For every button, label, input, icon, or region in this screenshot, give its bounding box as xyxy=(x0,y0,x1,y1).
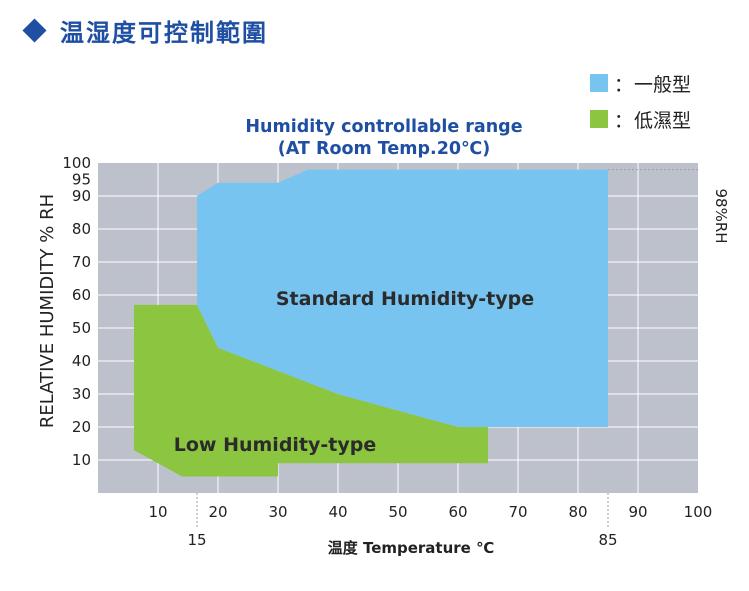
y-tick-label: 60 xyxy=(72,286,91,304)
y-tick-label: 50 xyxy=(72,319,91,337)
y-tick-label: 30 xyxy=(72,385,91,403)
chart-title-line1: Humidity controllable range xyxy=(245,117,522,137)
x-tick-label: 50 xyxy=(388,503,407,521)
header: 温湿度可控制範圍 xyxy=(22,12,268,48)
x-tick-label: 90 xyxy=(628,503,647,521)
x-tick-label: 80 xyxy=(568,503,587,521)
x-tick-label: 70 xyxy=(508,503,527,521)
y-tick-label: 20 xyxy=(72,418,91,436)
x-tick-label: 10 xyxy=(148,503,167,521)
legend-separator: ： xyxy=(614,110,633,132)
right-axis-label: 98%RH xyxy=(712,188,730,243)
y-tick-label: 10 xyxy=(72,451,91,469)
chart-title-line2: (AT Room Temp.20℃) xyxy=(278,139,491,159)
region-low-humidity xyxy=(134,304,488,477)
legend-swatch-standard xyxy=(590,74,608,92)
x-secondary-tick-label: 85 xyxy=(598,531,617,549)
x-axis-secondary-ticks: 15 85 xyxy=(187,531,617,549)
x-axis-label: 温度 Temperature ℃ xyxy=(328,539,495,557)
legend-label-standard: 一般型 xyxy=(634,74,691,96)
region-label-low: Low Humidity-type xyxy=(174,434,377,456)
regions xyxy=(134,169,608,477)
legend-item-low: ： 低濕型 xyxy=(590,110,691,132)
y-tick-label: 80 xyxy=(72,220,91,238)
guide-lines xyxy=(196,169,700,528)
y-tick-label: 70 xyxy=(72,253,91,271)
y-axis-label: RELATIVE HUMIDITY % RH xyxy=(37,194,58,428)
page-title: 温湿度可控制範圍 xyxy=(60,18,268,47)
legend-swatch-low xyxy=(590,110,608,128)
x-tick-label: 40 xyxy=(328,503,347,521)
x-tick-label: 30 xyxy=(268,503,287,521)
y-tick-label: 100 xyxy=(62,154,91,172)
region-label-standard: Standard Humidity-type xyxy=(276,288,534,310)
legend-separator: ： xyxy=(614,74,633,96)
x-tick-label: 100 xyxy=(684,503,713,521)
legend-label-low: 低濕型 xyxy=(634,110,691,132)
x-axis-ticks: 10 20 30 40 50 60 70 80 90 100 xyxy=(148,503,712,521)
y-tick-label: 95 xyxy=(72,171,91,189)
region-standard-humidity xyxy=(197,169,608,427)
x-secondary-tick-label: 15 xyxy=(187,531,206,549)
legend-item-standard: ： 一般型 xyxy=(590,74,691,96)
legend: ： 一般型 ： 低濕型 xyxy=(590,74,691,132)
x-tick-label: 60 xyxy=(448,503,467,521)
y-tick-label: 90 xyxy=(72,187,91,205)
y-tick-label: 40 xyxy=(72,352,91,370)
x-tick-label: 20 xyxy=(208,503,227,521)
